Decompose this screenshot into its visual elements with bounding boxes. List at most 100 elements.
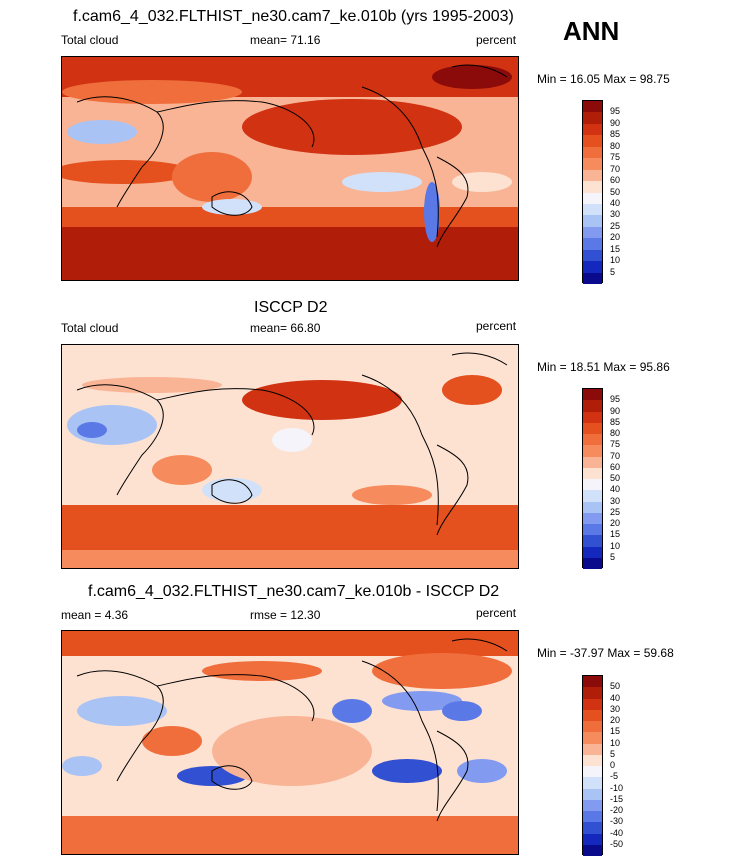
colorbar-swatch: [583, 535, 602, 547]
colorbar-swatch: [583, 844, 602, 856]
panel-3-minmax: Min = -37.97 Max = 59.68: [537, 646, 674, 660]
colorbar-swatch: [583, 389, 602, 401]
colorbar-swatch: [583, 788, 602, 800]
colorbar-tick-label: 15: [610, 243, 621, 254]
colorbar-tick-label: -10: [610, 782, 624, 793]
colorbar-tick-label: 20: [610, 232, 621, 243]
panel-3-colorbar: [582, 675, 603, 856]
season-label: ANN: [563, 16, 620, 46]
panel-3-contour-plot: [62, 631, 518, 854]
colorbar-tick-label: 10: [610, 540, 621, 551]
colorbar-swatch: [583, 811, 602, 823]
colorbar-tick-label: 60: [610, 461, 621, 472]
colorbar-swatch: [583, 546, 602, 558]
colorbar-swatch: [583, 192, 602, 204]
colorbar-tick-label: 15: [610, 529, 621, 540]
panel-3-map: [61, 630, 519, 855]
panel-2-title: ISCCP D2: [254, 299, 328, 316]
colorbar-swatch: [583, 158, 602, 170]
panel-1-map: [61, 56, 519, 281]
colorbar-tick-label: 90: [610, 117, 621, 128]
colorbar-swatch: [583, 215, 602, 227]
colorbar-tick-label: 90: [610, 405, 621, 416]
panel-1-colorbar: [582, 100, 603, 284]
colorbar-swatch: [583, 766, 602, 778]
panel-2-mean: mean= 66.80: [250, 321, 321, 335]
panel-1-units: percent: [476, 33, 517, 47]
panel-2-minmax: Min = 18.51 Max = 95.86: [537, 360, 670, 374]
colorbar-swatch: [583, 512, 602, 524]
panel-1-contour-plot: [62, 57, 518, 280]
colorbar-swatch: [583, 524, 602, 536]
colorbar-tick-label: 40: [610, 692, 621, 703]
colorbar-tick-label: 60: [610, 175, 621, 186]
colorbar-swatch: [583, 467, 602, 479]
colorbar-swatch: [583, 732, 602, 744]
colorbar-swatch: [583, 754, 602, 766]
colorbar-swatch: [583, 799, 602, 811]
colorbar-swatch: [583, 490, 602, 502]
colorbar-tick-label: -5: [610, 771, 619, 782]
colorbar-tick-label: 70: [610, 450, 621, 461]
colorbar-tick-label: 30: [610, 209, 621, 220]
colorbar-swatch: [583, 146, 602, 159]
colorbar-swatch: [583, 181, 602, 193]
colorbar-swatch: [583, 501, 602, 513]
panel-1-minmax: Min = 16.05 Max = 98.75: [537, 72, 670, 86]
colorbar-tick-label: 85: [610, 416, 621, 427]
colorbar-tick-label: 15: [610, 726, 621, 737]
colorbar-tick-label: 30: [610, 703, 621, 714]
colorbar-tick-label: 10: [610, 255, 621, 266]
colorbar-tick-label: -20: [610, 805, 624, 815]
colorbar-swatch: [583, 226, 602, 239]
colorbar-swatch: [583, 400, 602, 412]
colorbar-tick-label: 80: [610, 140, 621, 151]
colorbar-tick-label: 40: [610, 484, 621, 495]
colorbar-swatch: [583, 479, 602, 491]
colorbar-tick-label: 85: [610, 129, 621, 140]
colorbar-tick-label: 20: [610, 715, 621, 725]
colorbar-tick-label: 10: [610, 737, 621, 748]
panel-2-contour-plot: [62, 345, 518, 568]
panel-3-units: percent: [476, 606, 517, 620]
colorbar-tick-label: 5: [610, 551, 616, 562]
colorbar-swatch: [583, 687, 602, 699]
colorbar-tick-label: 5: [610, 266, 616, 277]
colorbar-tick-label: 50: [610, 186, 621, 197]
colorbar-swatch: [583, 261, 602, 273]
panel-1-mean: mean= 71.16: [250, 33, 321, 47]
colorbar-swatch: [583, 833, 602, 845]
colorbar-swatch: [583, 721, 602, 733]
panel-2-left-label: Total cloud: [61, 321, 119, 335]
colorbar-swatch: [583, 434, 602, 446]
colorbar-swatch: [583, 272, 602, 284]
colorbar-swatch: [583, 203, 602, 216]
colorbar-tick-label: -15: [610, 793, 624, 804]
panel-2-map: [61, 344, 519, 569]
colorbar-tick-label: 20: [610, 518, 621, 528]
colorbar-swatch: [583, 249, 602, 262]
colorbar-tick-label: -50: [610, 838, 624, 849]
colorbar-swatch: [583, 169, 602, 182]
colorbar-tick-label: 0: [610, 760, 616, 770]
colorbar-tick-label: 95: [610, 106, 621, 117]
colorbar-tick-label: 95: [610, 394, 621, 405]
colorbar-swatch: [583, 456, 602, 468]
panel-3-mean: mean = 4.36: [61, 608, 129, 622]
colorbar-tick-label: 70: [610, 163, 621, 174]
colorbar-swatch: [583, 123, 602, 136]
colorbar-tick-label: -40: [610, 827, 624, 838]
colorbar-tick-label: 75: [610, 152, 621, 163]
panel-1-left-label: Total cloud: [61, 33, 119, 47]
panel-1-title: f.cam6_4_032.FLTHIST_ne30.cam7_ke.010b (…: [73, 8, 514, 25]
colorbar-tick-label: 50: [610, 473, 621, 483]
colorbar-swatch: [583, 698, 602, 710]
colorbar-swatch: [583, 112, 602, 124]
colorbar-swatch: [583, 238, 602, 250]
colorbar-swatch: [583, 135, 602, 147]
colorbar-swatch: [583, 676, 602, 688]
colorbar-tick-label: 80: [610, 428, 621, 438]
colorbar-swatch: [583, 822, 602, 834]
colorbar-tick-label: 75: [610, 439, 621, 450]
panel-2-units: percent: [476, 319, 517, 333]
